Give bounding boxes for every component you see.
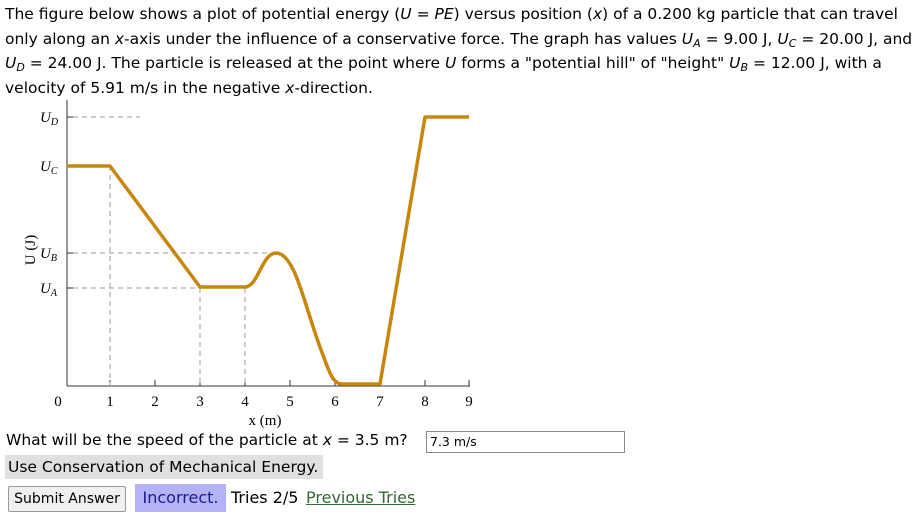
submit-button[interactable]: Submit Answer — [8, 486, 126, 512]
y-label-sub: B — [51, 253, 57, 264]
y-label-sub: D — [50, 117, 59, 128]
y-label-sub: C — [51, 166, 58, 177]
text-run: = — [411, 5, 435, 23]
text-run: = 3.5 m? — [331, 431, 408, 449]
x-tick-label: 4 — [241, 394, 249, 410]
text-run: x — [114, 29, 125, 48]
y-label-symbol: U — [40, 246, 52, 262]
guide-lines — [73, 116, 268, 386]
problem-text: The figure below shows a plot of potenti… — [5, 2, 915, 100]
text-run: A — [693, 36, 701, 50]
y-label: UC — [40, 159, 58, 177]
x-tick-label: 2 — [151, 394, 159, 410]
y-label: UB — [40, 246, 57, 264]
text-run: B — [740, 61, 749, 74]
text-run: ) versus position ( — [453, 5, 593, 23]
text-run: U — [681, 29, 694, 48]
text-run: What will be the speed of the particle a… — [6, 431, 323, 449]
x-tick-label: 6 — [331, 394, 339, 410]
x-tick-label: 0 — [54, 394, 62, 410]
text-run: x — [592, 5, 603, 23]
hint: Use Conservation of Mechanical Energy. — [5, 455, 323, 479]
x-tick-label: 1 — [106, 394, 114, 410]
x-ticks — [109, 380, 470, 386]
text-run: = 9.00 J, — [700, 29, 778, 48]
x-tick-labels: 0 1 2 3 4 5 6 7 8 9 — [54, 394, 473, 410]
x-tick-label: 5 — [286, 394, 294, 410]
text-run: U — [5, 54, 17, 72]
text-run: U — [777, 29, 789, 48]
potential-curve — [67, 115, 469, 386]
answer-input[interactable]: 7.3 m/s — [426, 431, 625, 453]
text-run: x — [285, 78, 295, 97]
text-run: ) of a 0.200 kg particle that can travel… — [5, 5, 898, 48]
text-run: U — [400, 5, 412, 23]
y-label-symbol: U — [40, 110, 52, 126]
y-label-sub: A — [50, 288, 58, 299]
text-run: D — [16, 61, 25, 74]
text-run: = 20.00 J, and — [796, 29, 913, 48]
text-run: The figure below shows a plot of potenti… — [5, 5, 401, 23]
potential-energy-figure: UD UC UB UA U (J) 0 1 2 3 4 5 6 7 8 9 x … — [23, 100, 473, 429]
y-labels: UD UC UB UA — [40, 110, 59, 299]
y-label-symbol: U — [40, 159, 52, 175]
tries-count: Tries 2/5 — [231, 488, 299, 507]
text-run: PE — [434, 5, 454, 23]
x-tick-label: 9 — [465, 394, 473, 410]
result-badge: Incorrect. — [135, 484, 226, 512]
text-run: -direction. — [294, 78, 373, 97]
text-run: -axis under the influence of a conservat… — [124, 29, 682, 48]
y-label: UD — [40, 110, 59, 128]
text-run: = 12.00 J, with a velocity of 5.91 m/s i… — [5, 54, 882, 97]
x-tick-label: 7 — [376, 394, 384, 410]
y-label-symbol: U — [40, 281, 52, 297]
text-run: forms a "potential hill" of "height" — [456, 54, 730, 72]
text-run: U — [445, 54, 457, 72]
x-axis-label: x (m) — [249, 413, 282, 429]
text-run: x — [322, 431, 332, 449]
axes — [66, 100, 470, 387]
text-run: C — [788, 36, 797, 50]
x-tick-label: 8 — [421, 394, 429, 410]
y-axis-label: U (J) — [23, 235, 39, 265]
text-run: U — [729, 54, 741, 72]
y-label: UA — [40, 281, 58, 299]
text-run: = 24.00 J. The particle is released at t… — [24, 54, 446, 72]
previous-tries-link[interactable]: Previous Tries — [306, 488, 416, 507]
x-tick-label: 3 — [196, 394, 204, 410]
question: What will be the speed of the particle a… — [6, 431, 408, 449]
